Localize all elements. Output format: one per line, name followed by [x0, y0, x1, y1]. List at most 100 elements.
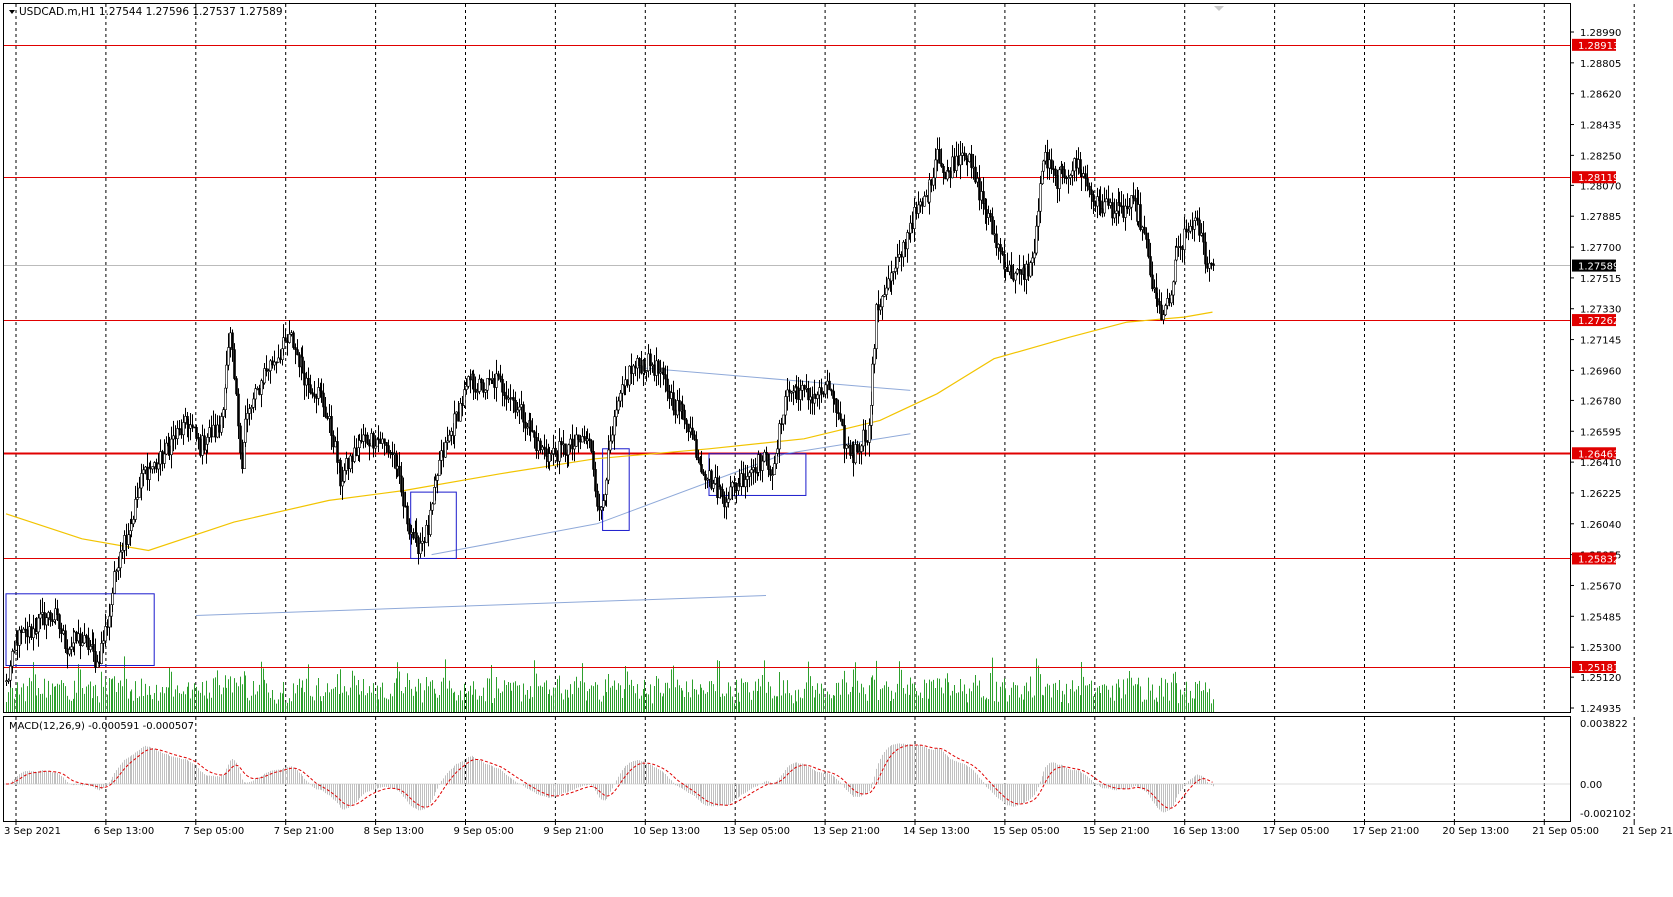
candle-bear	[385, 442, 388, 446]
candle-bull	[208, 427, 211, 438]
candle-bear	[947, 170, 950, 172]
candle-bull	[419, 542, 422, 555]
candle-bear	[733, 482, 736, 485]
candle-bull	[824, 384, 827, 395]
candle-bull	[108, 615, 111, 628]
candle-bear	[210, 427, 213, 438]
candle-bear	[1118, 202, 1121, 207]
candle-bear	[571, 438, 574, 450]
candle-bear	[721, 489, 724, 498]
chart-frame	[3, 3, 1571, 822]
candle-bull	[573, 445, 576, 450]
candle-bear	[1099, 200, 1102, 210]
candle-bull	[773, 463, 776, 475]
range-box	[5, 593, 155, 666]
candle-bear	[372, 433, 375, 449]
candle-bear	[203, 435, 206, 451]
candle-bull	[1183, 228, 1186, 250]
candle-bull	[1105, 198, 1108, 203]
candle-bull	[138, 487, 141, 498]
candle-bull	[858, 451, 861, 453]
candle-bull	[761, 460, 764, 471]
candle-bull	[39, 613, 42, 619]
candle-bull	[600, 506, 603, 511]
time-tick-label: 15 Sep 21:00	[1083, 826, 1150, 837]
trend-line	[632, 366, 911, 391]
candle-bull	[362, 434, 365, 442]
candle-bull	[609, 440, 612, 451]
candle-bull	[875, 304, 878, 349]
candle-bull	[1141, 226, 1144, 230]
candle-bear	[75, 631, 78, 642]
candle-bear	[596, 490, 599, 507]
candle-bear	[524, 421, 527, 429]
candle-bull	[744, 479, 747, 488]
candle-bull	[1189, 226, 1192, 232]
candle-bear	[1111, 202, 1114, 219]
candle-bull	[1082, 173, 1085, 177]
candle-bull	[581, 436, 584, 443]
candle-bull	[1109, 202, 1112, 206]
candle-bear	[1134, 197, 1137, 202]
dropdown-arrow-icon[interactable]	[9, 10, 15, 14]
candle-bull	[288, 334, 291, 343]
candle-bear	[1084, 173, 1087, 179]
price-tick-label: 1.28250	[1580, 151, 1621, 162]
candle-bull	[932, 177, 935, 186]
candle-bull	[894, 267, 897, 272]
candle-bull	[170, 438, 173, 456]
candle-bull	[225, 364, 228, 389]
candle-bear	[1168, 298, 1171, 304]
candle-bull	[282, 337, 285, 350]
candle-bull	[153, 462, 156, 467]
candle-bear	[1139, 204, 1142, 230]
candle-bull	[892, 271, 895, 274]
candle-bull	[1037, 210, 1040, 227]
volume-bars	[6, 656, 1214, 712]
candle-bear	[92, 644, 95, 652]
candle-bull	[358, 440, 361, 448]
candle-bear	[366, 434, 369, 444]
chart-shift-icon[interactable]	[1214, 6, 1224, 11]
candle-bull	[250, 407, 253, 409]
candle-bull	[790, 391, 793, 394]
price-tick-label: 1.27145	[1580, 336, 1621, 347]
candle-bull	[613, 416, 616, 436]
price-tick-label: 1.25485	[1580, 612, 1621, 623]
price-axis: 1.28990 1.28805 1.28620 1.28435 1.28250 1.280…	[1570, 28, 1621, 715]
candle-bear	[505, 395, 508, 400]
range-box	[602, 448, 630, 531]
price-tick-label: 1.25300	[1580, 643, 1621, 654]
candle-bull	[1137, 204, 1140, 222]
candle-bull	[896, 256, 899, 269]
candle-bear	[178, 428, 181, 430]
price-badges: 1.28913 1.28119 1.27262 1.26463 1.25832 1.251…	[1572, 38, 1619, 674]
candle-bear	[1065, 177, 1068, 180]
candle-bear	[79, 633, 82, 647]
candle-bear	[989, 213, 992, 217]
candle-bull	[267, 370, 270, 372]
candle-bull	[246, 413, 249, 420]
candle-bear	[214, 424, 217, 438]
candle-bear	[590, 440, 593, 452]
candle-bear	[820, 387, 823, 394]
candle-bear	[480, 378, 483, 384]
candle-bull	[429, 509, 432, 535]
time-tick-label: 13 Sep 21:00	[813, 826, 880, 837]
candle-bear	[1212, 263, 1215, 266]
current-price-badge	[1572, 259, 1616, 272]
candle-bull	[1048, 159, 1051, 169]
candle-bear	[322, 392, 325, 408]
candle-bear	[187, 424, 190, 429]
candle-bear	[978, 178, 981, 201]
candle-bull	[712, 483, 715, 489]
candle-bull	[1035, 225, 1038, 254]
candle-bear	[765, 451, 768, 455]
candle-bull	[1058, 169, 1061, 189]
candle-bear	[155, 462, 158, 470]
candle-bear	[649, 353, 652, 366]
candle-bear	[294, 347, 297, 350]
candle-bull	[619, 392, 622, 402]
candle-bull	[157, 463, 160, 470]
